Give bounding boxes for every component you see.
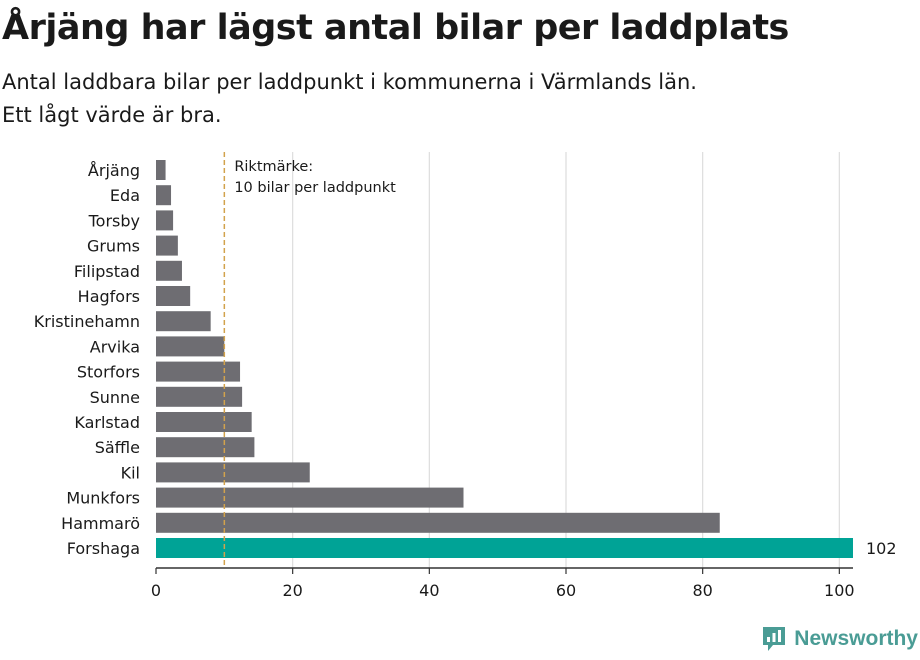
bar	[156, 185, 172, 206]
category-label: Grums	[87, 237, 140, 256]
reference-label-line-1: Riktmärke:	[234, 159, 313, 175]
x-tick-label: 40	[419, 581, 439, 600]
newsworthy-logo-icon	[763, 627, 786, 651]
bar	[156, 487, 464, 508]
bar	[156, 336, 225, 357]
x-tick-label: 60	[556, 581, 576, 600]
category-label: Karlstad	[74, 413, 140, 432]
bar	[156, 311, 211, 332]
category-label: Hammarö	[61, 514, 140, 533]
category-label: Kil	[121, 463, 140, 482]
chart-subtitle: Antal laddbara bilar per laddpunkt i kom…	[2, 66, 697, 132]
bar	[156, 437, 255, 458]
bar	[156, 286, 191, 306]
x-tick-label: 0	[151, 581, 161, 600]
bar	[156, 235, 178, 256]
reference-label-line-2: 10 bilar per laddpunkt	[234, 180, 396, 196]
bar	[156, 462, 310, 483]
bar	[156, 512, 720, 533]
x-tick-label: 80	[692, 581, 712, 600]
category-label: Eda	[110, 186, 140, 205]
category-label: Forshaga	[67, 539, 140, 558]
bar	[156, 361, 241, 382]
category-label: Kristinehamn	[34, 312, 140, 331]
category-label: Säffle	[95, 438, 140, 457]
bar	[156, 386, 243, 407]
category-label: Sunne	[90, 388, 140, 407]
category-label: Hagfors	[78, 287, 140, 306]
brand-logo: Newsworthy	[760, 624, 918, 654]
data-label: 102	[866, 539, 897, 558]
bar	[156, 260, 182, 281]
category-label: Torsby	[88, 211, 140, 230]
category-label: Munkfors	[66, 489, 140, 508]
category-label: Årjäng	[88, 161, 140, 180]
brand-name: Newsworthy	[794, 627, 918, 650]
category-label: Arvika	[90, 337, 140, 356]
chart-title: Årjäng har lägst antal bilar per laddpla…	[2, 8, 789, 48]
x-tick-label: 20	[282, 581, 302, 600]
bar	[156, 538, 853, 558]
subtitle-line-2: Ett lågt värde är bra.	[2, 103, 222, 127]
subtitle-line-1: Antal laddbara bilar per laddpunkt i kom…	[2, 70, 697, 94]
bar	[156, 412, 252, 432]
category-label: Filipstad	[74, 262, 140, 281]
bar	[156, 160, 166, 180]
bar	[156, 210, 174, 231]
x-tick-label: 100	[824, 581, 855, 600]
category-label: Storfors	[77, 363, 140, 382]
